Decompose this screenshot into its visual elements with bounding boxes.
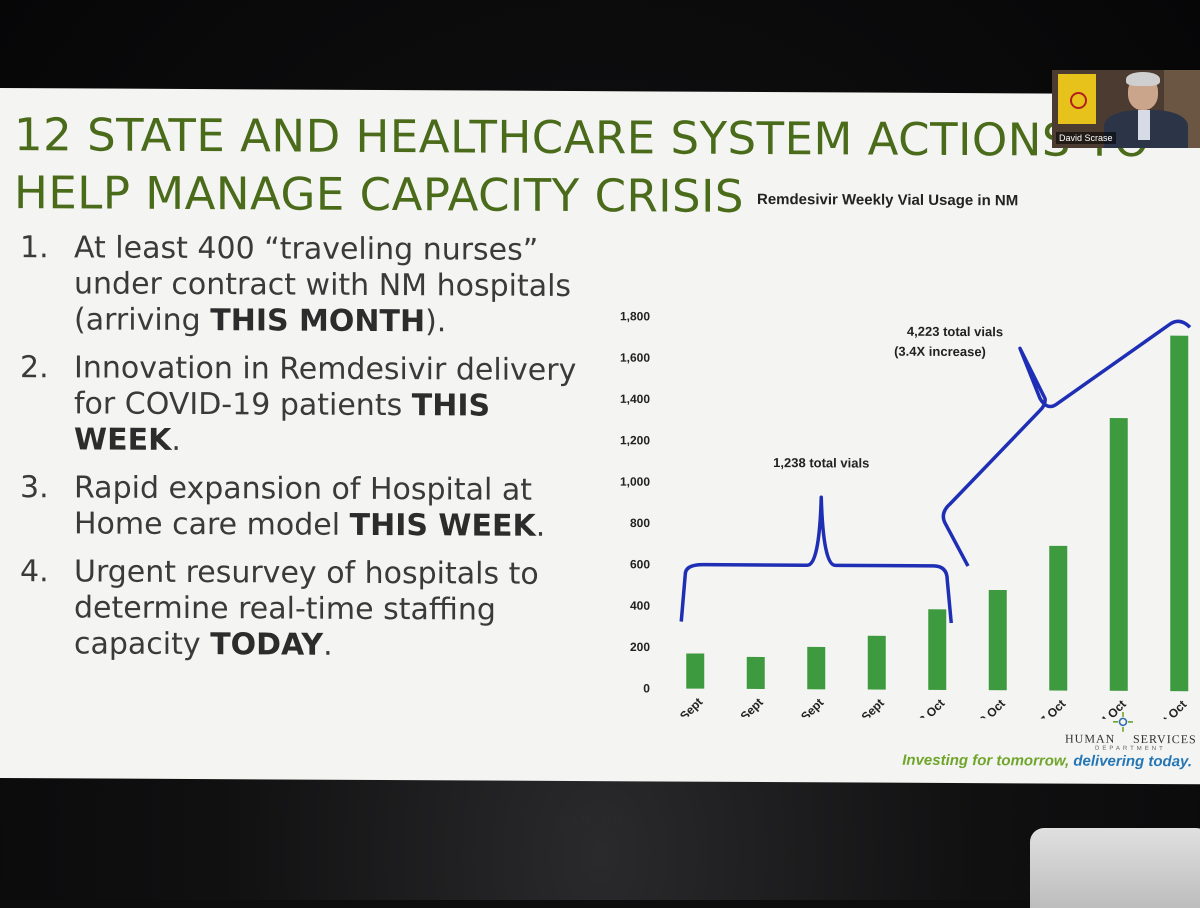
- chart-title: Remdesivir Weekly Vial Usage in NM: [757, 190, 1019, 210]
- bar: [928, 609, 947, 690]
- slide-title-line1: 12 STATE AND HEALTHCARE SYSTEM ACTIONS T…: [14, 108, 1150, 168]
- participant-name: David Scrase: [1056, 132, 1116, 144]
- x-tick-label: 20 Sept-26 Sept: [814, 696, 887, 719]
- bar: [1049, 545, 1068, 691]
- zia-sun-icon: [1113, 711, 1133, 732]
- action-item: 2. Innovation in Remdesivir delivery for…: [20, 350, 600, 461]
- action-number: 3.: [20, 470, 49, 506]
- y-tick-label: 1,800: [620, 309, 650, 323]
- y-tick-label: 800: [630, 516, 650, 530]
- annotation-second-period-line1: 4,223 total vials: [907, 324, 1003, 340]
- remdesivir-bar-chart: 0 200 400 600 800 1,000 1,200 1,400 1,600 1,800 30…: [620, 309, 1192, 720]
- bar: [807, 646, 826, 690]
- tv-brand-label: SAMSUNG: [560, 814, 636, 828]
- x-tick-label: 6 Sept-12 Sept: [697, 695, 765, 719]
- action-list: 1. At least 400 “traveling nurses” under…: [20, 230, 600, 677]
- action-number: 2.: [20, 350, 49, 386]
- y-tick-label: 0: [643, 681, 650, 695]
- bar: [686, 653, 705, 689]
- bar: [746, 656, 765, 690]
- annotation-second-period-line2: (3.4X increase): [894, 344, 986, 359]
- bar: [867, 635, 886, 690]
- x-tick-label: 30 Aug-5 Sept: [639, 695, 705, 719]
- y-tick-label: 600: [630, 557, 650, 571]
- y-tick-label: 400: [630, 599, 650, 613]
- background-object: [1030, 828, 1200, 908]
- x-tick-label: 27 Sept-3 Oct: [883, 696, 947, 719]
- nm-flag-icon: [1058, 74, 1096, 124]
- action-item: 4. Urgent resurvey of hospitals to deter…: [20, 554, 600, 665]
- action-item: 1. At least 400 “traveling nurses” under…: [20, 230, 600, 341]
- bracket-second-period: [941, 319, 1192, 567]
- y-tick-label: 1,200: [620, 433, 650, 447]
- x-tick-label: 13 Sept-19 Sept: [753, 695, 826, 719]
- human-services-logo: HUMAN SERVICES DEPARTMENT: [1065, 711, 1197, 753]
- logo-word-human: HUMAN: [1065, 731, 1116, 746]
- logo-word-services: SERVICES: [1133, 731, 1197, 747]
- action-number: 4.: [20, 554, 49, 590]
- annotation-first-period: 1,238 total vials: [773, 455, 869, 471]
- y-tick-label: 200: [630, 640, 650, 654]
- bracket-first-period: [679, 495, 953, 624]
- action-text: Rapid expansion of Hospital at Home care…: [74, 470, 546, 544]
- action-text: Innovation in Remdesivir delivery for CO…: [74, 350, 577, 458]
- tagline: Investing for tomorrow, delivering today…: [902, 751, 1192, 771]
- bar: [1109, 418, 1128, 691]
- logo-department: DEPARTMENT: [1095, 745, 1166, 753]
- webcam-thumbnail[interactable]: David Scrase: [1052, 70, 1200, 148]
- action-text: At least 400 “traveling nurses” under co…: [74, 230, 572, 340]
- y-tick-label: 1,000: [620, 475, 650, 489]
- y-tick-label: 1,400: [620, 392, 650, 406]
- action-item: 3. Rapid expansion of Hospital at Home c…: [20, 470, 600, 545]
- x-tick-label: 4 Oct-10 Oct: [948, 696, 1008, 719]
- slide-title-line2: HELP MANAGE CAPACITY CRISIS: [14, 166, 744, 223]
- presentation-slide: 12 STATE AND HEALTHCARE SYSTEM ACTIONS T…: [0, 88, 1200, 785]
- bar: [988, 589, 1007, 691]
- x-tick-label: 11 Oct-17 Oct: [1004, 697, 1068, 720]
- y-tick-label: 1,600: [620, 351, 650, 365]
- bar: [1170, 335, 1189, 692]
- action-text: Urgent resurvey of hospitals to determin…: [74, 554, 539, 663]
- action-number: 1.: [20, 230, 49, 266]
